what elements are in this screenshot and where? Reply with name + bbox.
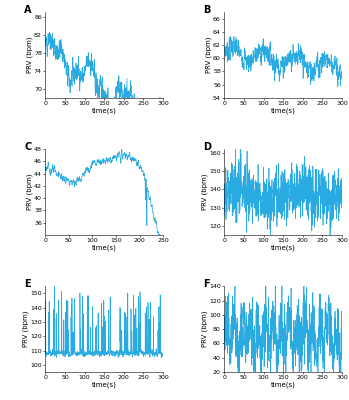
X-axis label: time(s): time(s) (271, 382, 296, 388)
Y-axis label: PRV (bpm): PRV (bpm) (22, 311, 29, 347)
Text: A: A (24, 5, 32, 15)
X-axis label: time(s): time(s) (271, 245, 296, 251)
X-axis label: time(s): time(s) (92, 245, 117, 251)
Y-axis label: PRV (bpm): PRV (bpm) (201, 311, 208, 347)
Y-axis label: PRV (bpm): PRV (bpm) (205, 37, 211, 73)
Text: F: F (203, 280, 210, 290)
X-axis label: time(s): time(s) (271, 108, 296, 114)
Text: B: B (203, 5, 210, 15)
Y-axis label: PRV (bpm): PRV (bpm) (26, 37, 32, 73)
Text: E: E (24, 280, 31, 290)
Y-axis label: PRV (bpm): PRV (bpm) (201, 174, 208, 210)
Text: D: D (203, 142, 211, 152)
Y-axis label: PRV (bpm): PRV (bpm) (26, 174, 32, 210)
Text: C: C (24, 142, 31, 152)
X-axis label: time(s): time(s) (92, 108, 117, 114)
X-axis label: time(s): time(s) (92, 382, 117, 388)
